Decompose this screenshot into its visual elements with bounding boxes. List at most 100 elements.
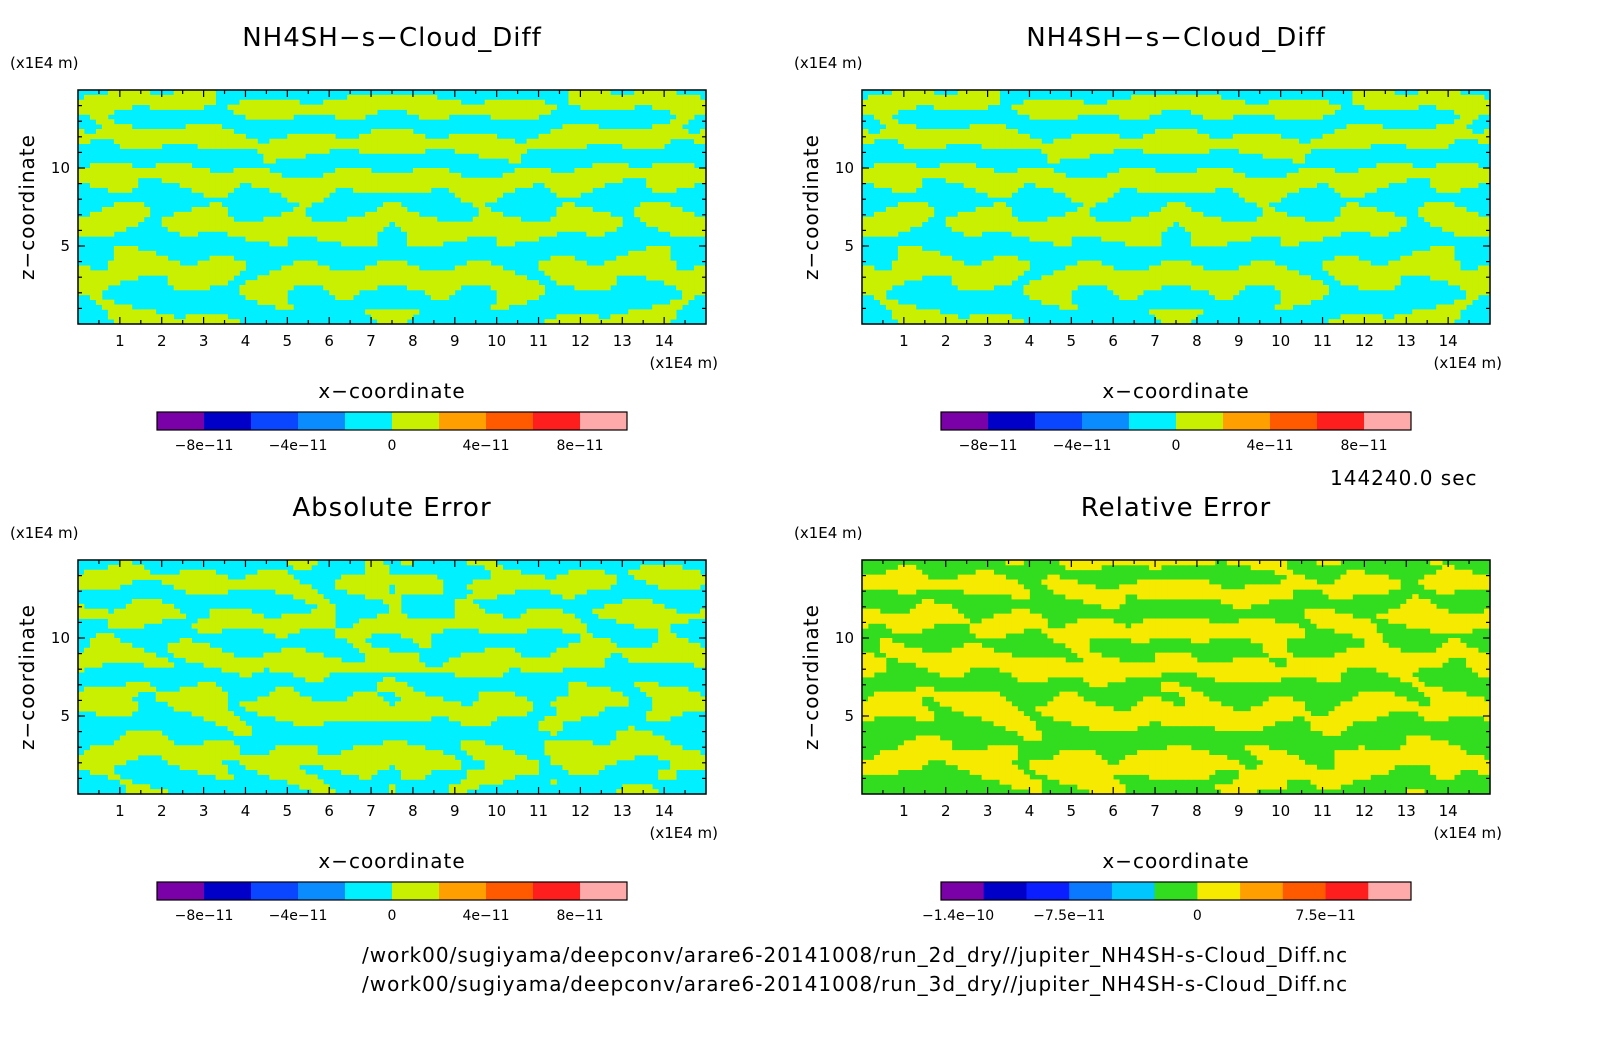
contour-cell <box>1382 226 1389 232</box>
contour-cell <box>586 275 593 281</box>
contour-cell <box>1298 231 1305 237</box>
contour-cell <box>299 143 306 149</box>
contour-cell <box>185 226 193 232</box>
contour-cell <box>263 153 270 159</box>
contour-cell <box>1053 294 1060 301</box>
contour-cell <box>1286 275 1294 281</box>
contour-cell <box>257 177 264 184</box>
contour-cell <box>927 133 935 140</box>
contour-cell <box>951 314 959 320</box>
contour-cell <box>78 280 85 286</box>
contour-cell <box>676 304 683 310</box>
contour-cell <box>466 260 474 266</box>
contour-cell <box>903 187 911 193</box>
contour-cell <box>1077 187 1084 193</box>
contour-cell <box>167 172 175 179</box>
contour-cell <box>969 270 977 276</box>
contour-cell <box>1394 163 1401 169</box>
contour-cell <box>867 216 875 223</box>
contour-cell <box>975 211 983 218</box>
contour-cell <box>514 172 521 179</box>
contour-cell <box>1382 168 1389 174</box>
contour-cell <box>1382 231 1389 237</box>
contour-cell <box>1077 148 1084 154</box>
contour-cell <box>490 143 498 149</box>
contour-cell <box>406 221 414 227</box>
contour-cell <box>1059 143 1066 149</box>
contour-cell <box>999 221 1006 227</box>
contour-cell <box>616 133 623 140</box>
contour-cell <box>1316 177 1323 184</box>
contour-cell <box>221 260 228 266</box>
contour-cell <box>1376 172 1383 179</box>
contour-cell <box>209 94 216 101</box>
contour-cell <box>897 182 905 188</box>
contour-cell <box>694 104 701 110</box>
contour-cell <box>670 182 677 188</box>
contour-cell <box>1292 226 1300 232</box>
contour-cell <box>1113 270 1120 276</box>
contour-cell <box>1388 138 1395 145</box>
contour-cell <box>311 192 318 198</box>
contour-cell <box>676 109 683 115</box>
contour-cell <box>909 143 917 149</box>
contour-cell <box>873 285 881 291</box>
contour-cell <box>676 285 683 291</box>
contour-cell <box>1454 231 1461 237</box>
contour-cell <box>885 109 893 115</box>
contour-cell <box>610 138 617 145</box>
contour-cell <box>418 138 426 145</box>
contour-cell <box>1268 148 1276 154</box>
contour-cell <box>1226 226 1234 232</box>
contour-cell <box>305 231 312 237</box>
contour-cell <box>634 255 641 262</box>
contour-cell <box>1149 285 1156 291</box>
contour-cell <box>490 265 498 271</box>
contour-cell <box>1334 260 1341 266</box>
contour-cell <box>975 280 983 286</box>
contour-cell <box>903 207 911 213</box>
contour-cell <box>478 207 486 213</box>
contour-cell <box>125 177 133 184</box>
contour-cell <box>1328 138 1335 145</box>
contour-cell <box>1184 138 1192 145</box>
contour-cell <box>1370 90 1377 96</box>
contour-cell <box>604 90 611 96</box>
contour-cell <box>1460 172 1467 179</box>
contour-cell <box>78 275 85 281</box>
contour-cell <box>1424 260 1431 266</box>
contour-cell <box>670 94 677 101</box>
contour-cell <box>634 168 641 174</box>
contour-cell <box>400 177 408 184</box>
contour-cell <box>897 168 905 174</box>
contour-cell <box>664 304 671 310</box>
contour-cell <box>1214 177 1222 184</box>
contour-cell <box>1065 265 1072 271</box>
contour-cell <box>903 143 911 149</box>
contour-cell <box>101 275 109 281</box>
contour-cell <box>700 177 707 184</box>
contour-cell <box>1376 280 1383 286</box>
contour-cell <box>1370 182 1377 188</box>
contour-cell <box>1077 109 1084 115</box>
contour-cell <box>1256 275 1264 281</box>
contour-cell <box>389 260 396 266</box>
contour-cell <box>1280 153 1288 159</box>
contour-cell <box>359 187 366 193</box>
contour-cell <box>658 207 665 213</box>
contour-cell <box>1436 246 1443 252</box>
contour-cell <box>1226 294 1234 301</box>
contour-cell <box>1448 280 1455 286</box>
contour-cell <box>394 104 402 110</box>
contour-cell <box>371 104 378 110</box>
contour-cell <box>1214 270 1222 276</box>
contour-cell <box>1226 138 1234 145</box>
contour-cell <box>1424 143 1431 149</box>
contour-cell <box>83 226 91 232</box>
contour-cell <box>909 216 917 223</box>
contour-cell <box>1065 109 1072 115</box>
contour-cell <box>275 226 282 232</box>
contour-cell <box>1436 124 1443 130</box>
contour-cell <box>101 114 109 120</box>
contour-cell <box>1352 182 1359 188</box>
